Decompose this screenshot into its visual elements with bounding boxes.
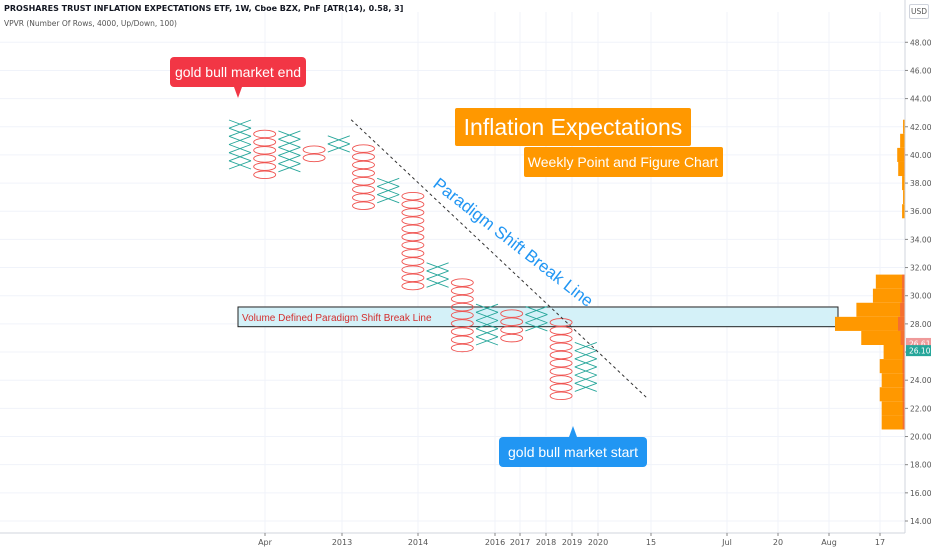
time-tick-label: 2013 — [332, 538, 352, 547]
time-tick-label: 20 — [773, 538, 783, 547]
o-mark — [550, 392, 572, 400]
price-tick-label: 38.00 — [910, 179, 932, 188]
volume-bar — [876, 275, 905, 289]
volume-bar — [856, 303, 905, 317]
o-mark — [353, 186, 375, 194]
price-tick-label: 44.00 — [910, 95, 932, 104]
o-mark — [353, 153, 375, 161]
o-mark — [451, 287, 473, 295]
volume-bar — [880, 387, 905, 401]
callout-bull-start-pointer — [569, 426, 577, 437]
volume-bar — [882, 415, 905, 429]
title-main-text: Inflation Expectations — [464, 114, 683, 140]
o-mark — [353, 202, 375, 210]
price-tick-label: 30.00 — [910, 292, 932, 301]
volume-bar — [861, 331, 905, 345]
o-mark — [550, 343, 572, 351]
o-mark — [451, 336, 473, 344]
price-tick-label: 22.00 — [910, 404, 932, 413]
o-mark — [402, 274, 424, 282]
time-tick-label: Aug — [821, 538, 837, 547]
volume-bar — [882, 401, 905, 415]
volume-bar-down — [901, 331, 905, 345]
price-tick-label: 48.00 — [910, 38, 932, 47]
time-tick-label: 2017 — [510, 538, 530, 547]
o-mark — [353, 161, 375, 169]
o-mark — [303, 146, 325, 154]
price-tick-label: 18.00 — [910, 461, 932, 470]
o-mark — [550, 335, 572, 343]
time-tick-label: 2019 — [562, 538, 582, 547]
price-tick-label: 32.00 — [910, 264, 932, 273]
price-tick-label: 24.00 — [910, 376, 932, 385]
o-mark — [451, 328, 473, 336]
price-tick-label: 40.00 — [910, 151, 932, 160]
o-mark — [402, 282, 424, 290]
o-mark — [353, 194, 375, 202]
time-tick-label: 2016 — [485, 538, 505, 547]
o-mark — [402, 250, 424, 258]
price-tick-label: 20.00 — [910, 433, 932, 442]
title-sub-text: Weekly Point and Figure Chart — [528, 154, 718, 170]
volume-bar-down — [898, 317, 905, 331]
o-mark — [501, 334, 523, 342]
last-price-label: 26.10 — [909, 347, 931, 356]
o-mark — [451, 279, 473, 287]
time-tick-label: 17 — [875, 538, 885, 547]
volume-bar — [900, 134, 905, 148]
callout-bull-end-text: gold bull market end — [175, 64, 301, 80]
volume-bar — [882, 373, 905, 387]
band-label: Volume Defined Paradigm Shift Break Line — [242, 313, 432, 324]
time-tick-label: 2020 — [588, 538, 608, 547]
time-tick-label: 2018 — [536, 538, 556, 547]
o-mark — [402, 217, 424, 225]
o-mark — [402, 209, 424, 217]
callout-bull-start-text: gold bull market start — [508, 444, 638, 460]
time-tick-label: 2014 — [408, 538, 428, 547]
o-mark — [501, 326, 523, 334]
symbol-title[interactable]: PROSHARES TRUST INFLATION EXPECTATIONS E… — [4, 4, 403, 13]
callout-bull-end-pointer — [234, 87, 242, 98]
volume-bar — [897, 148, 905, 162]
volume-bar — [873, 289, 905, 303]
indicator-legend[interactable]: VPVR (Number Of Rows, 4000, Up/Down, 100… — [4, 19, 177, 28]
o-mark — [402, 266, 424, 274]
time-tick-label: Jul — [721, 538, 732, 547]
price-tick-label: 34.00 — [910, 235, 932, 244]
volume-bar — [880, 359, 905, 373]
volume-bar-down — [900, 303, 905, 317]
price-tick-label: 28.00 — [910, 320, 932, 329]
o-mark — [402, 241, 424, 249]
volume-bar — [884, 345, 905, 359]
o-mark — [451, 295, 473, 303]
price-tick-label: 42.00 — [910, 123, 932, 132]
o-mark — [550, 376, 572, 384]
o-mark — [353, 169, 375, 177]
o-mark — [402, 201, 424, 209]
time-tick-label: 15 — [646, 538, 656, 547]
o-mark — [550, 384, 572, 392]
price-tick-label: 16.00 — [910, 489, 932, 498]
o-mark — [353, 145, 375, 153]
o-mark — [402, 258, 424, 266]
price-tick-label: 14.00 — [910, 517, 932, 526]
o-mark — [451, 344, 473, 352]
volume-bar — [898, 162, 905, 176]
o-mark — [550, 368, 572, 376]
o-mark — [402, 225, 424, 233]
volume-bar — [835, 317, 905, 331]
currency-badge[interactable]: USD — [909, 4, 929, 19]
price-tick-label: 46.00 — [910, 66, 932, 75]
o-mark — [550, 327, 572, 335]
o-mark — [550, 359, 572, 367]
o-mark — [353, 177, 375, 185]
o-mark — [402, 192, 424, 200]
price-tick-label: 36.00 — [910, 207, 932, 216]
time-tick-label: Apr — [258, 538, 273, 547]
